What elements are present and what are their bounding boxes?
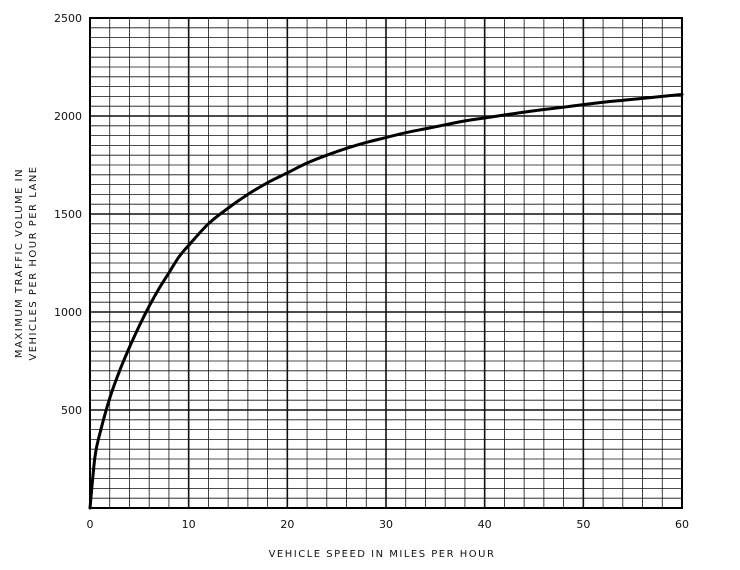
speed-volume-curve	[88, 92, 684, 510]
x-tick-label: 20	[280, 518, 294, 531]
y-tick-labels: 500 1000 1500 2000 2500	[54, 12, 82, 417]
y-tick-label: 2000	[54, 110, 82, 123]
y-axis-title-line-2: VEHICLES PER HOUR PER LANE	[28, 165, 39, 360]
x-tick-label: 0	[87, 518, 94, 531]
y-tick-label: 1500	[54, 208, 82, 221]
x-tick-label: 50	[576, 518, 590, 531]
plot-frame	[89, 17, 683, 509]
x-axis-title: VEHICLE SPEED IN MILES PER HOUR	[269, 549, 496, 560]
y-tick-label: 1000	[54, 306, 82, 319]
y-tick-label: 2500	[54, 12, 82, 25]
y-tick-label: 500	[61, 404, 82, 417]
y-axis-title-line-1: MAXIMUM TRAFFIC VOLUME IN	[14, 168, 25, 358]
x-tick-label: 40	[478, 518, 492, 531]
x-tick-labels: 0 10 20 30 40 50 60	[87, 518, 690, 531]
x-tick-label: 30	[379, 518, 393, 531]
x-tick-label: 10	[182, 518, 196, 531]
x-tick-label: 60	[675, 518, 689, 531]
